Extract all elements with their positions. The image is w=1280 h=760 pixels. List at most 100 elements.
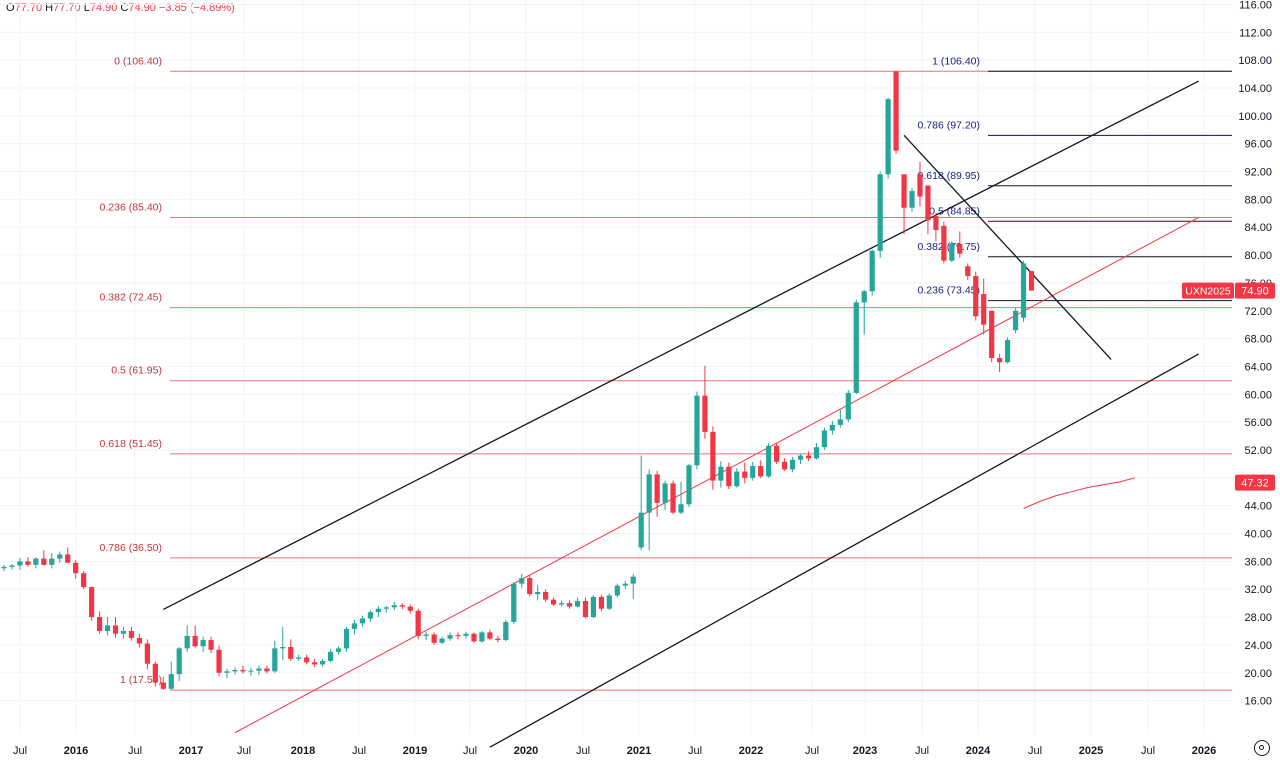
candle-body	[487, 632, 493, 639]
settings-gear-icon[interactable]	[1254, 740, 1270, 756]
candle-body	[216, 649, 222, 673]
candle-body	[614, 585, 620, 596]
candle-body	[558, 603, 565, 605]
candle-body	[503, 621, 509, 641]
low-value: 74.90	[89, 2, 118, 14]
candle-body	[224, 671, 230, 673]
candle-body	[383, 607, 389, 609]
candle-body	[933, 216, 939, 231]
y-tick-label: 116.00	[1239, 0, 1272, 11]
candle-body	[646, 474, 652, 513]
candle-body	[280, 646, 286, 649]
candle-body	[391, 605, 397, 608]
candle-body	[73, 562, 79, 574]
open-label: O	[6, 2, 15, 14]
candle-body	[168, 674, 174, 689]
fib-left-label: 0.618 (51.45)	[100, 438, 162, 450]
time-axis[interactable]: Jul 2016 Jul 2017 Jul 2018 Jul 2019 Jul 2020 Jul 20…	[13, 745, 1216, 757]
candle-body	[917, 174, 923, 197]
candle-body	[941, 225, 947, 261]
candle-body	[1020, 263, 1027, 318]
x-tick-label: Jul	[576, 745, 590, 757]
fib-right-label: 0.5 (84.85)	[929, 205, 980, 217]
candle-body	[176, 648, 182, 675]
high-value: 77.70	[53, 2, 81, 14]
price-tag-bg	[1235, 474, 1275, 491]
x-tick-label: Jul	[688, 745, 702, 757]
candle-body	[312, 662, 318, 665]
x-tick-label: 2024	[966, 745, 991, 757]
candle-body	[981, 294, 987, 325]
x-tick-label: 2022	[739, 745, 763, 757]
fib-right-label: 0.382 (79.75)	[918, 241, 980, 253]
trendline-layer	[163, 80, 1200, 748]
candle-body	[837, 419, 843, 425]
candle-body	[33, 558, 39, 565]
candle-body	[112, 625, 119, 634]
y-tick-label: 72.00	[1244, 306, 1272, 318]
x-tick-label: Jul	[1028, 745, 1042, 757]
candle-body	[678, 504, 684, 513]
candle-body	[407, 606, 413, 611]
high-label: H	[45, 2, 54, 14]
y-tick-label: 44.00	[1244, 501, 1272, 513]
candle-body	[606, 595, 612, 609]
price-axis[interactable]: 16.00 20.00 24.00 28.00 32.00 36.00 40.00 44.00…	[1238, 0, 1272, 708]
candle-body	[710, 431, 716, 481]
candle-body	[1, 566, 7, 569]
x-tick-label: Jul	[128, 745, 142, 757]
candle-body	[232, 669, 238, 672]
candle-body	[463, 633, 469, 636]
channel-mid-line	[234, 217, 1199, 734]
candle-body	[49, 558, 55, 565]
grid-layer	[0, 0, 1232, 735]
candle-body	[272, 648, 278, 672]
candle-body	[901, 174, 907, 208]
candle-body	[989, 310, 995, 359]
candle-body	[885, 99, 891, 175]
x-tick-label: 2020	[514, 745, 538, 757]
candle-body	[81, 573, 87, 588]
fib-right-label: 0.236 (73.45)	[918, 285, 980, 297]
candle-body	[256, 668, 262, 671]
candle-body	[781, 461, 788, 470]
candle-body	[925, 185, 931, 221]
candle-body	[351, 623, 358, 629]
x-tick-label: 2025	[1079, 745, 1103, 757]
y-tick-label: 104.00	[1238, 83, 1272, 95]
y-tick-label: 80.00	[1244, 250, 1272, 262]
candle-body	[535, 592, 541, 595]
candle-body	[750, 465, 756, 478]
candle-body	[893, 71, 899, 151]
y-tick-label: 92.00	[1244, 167, 1272, 179]
candle-body	[686, 465, 692, 505]
candle-body	[375, 608, 381, 613]
candle-body	[527, 578, 533, 595]
candle-body	[973, 275, 979, 317]
candle-body	[789, 459, 796, 470]
close-label: C	[120, 2, 129, 14]
candle-body	[136, 637, 143, 644]
candle-body	[128, 630, 135, 638]
candle-body	[734, 471, 740, 487]
candles-layer	[1, 71, 1035, 691]
candle-body	[598, 596, 604, 609]
y-tick-label: 20.00	[1244, 668, 1272, 680]
candle-body	[630, 576, 636, 584]
y-tick-label: 52.00	[1244, 445, 1272, 457]
symbol-tag-label: UXN2025	[1185, 286, 1231, 298]
candle-body	[160, 682, 166, 689]
candle-body	[821, 430, 827, 448]
candle-body	[431, 634, 437, 643]
y-tick-label: 32.00	[1244, 584, 1272, 596]
candle-body	[909, 191, 915, 208]
candle-body	[877, 174, 883, 251]
candle-body	[264, 668, 270, 672]
y-tick-label: 96.00	[1244, 139, 1272, 151]
candle-body	[662, 483, 668, 503]
candle-body	[797, 455, 804, 460]
candle-body	[89, 587, 95, 618]
candle-body	[359, 618, 366, 624]
x-tick-label: Jul	[13, 745, 27, 757]
